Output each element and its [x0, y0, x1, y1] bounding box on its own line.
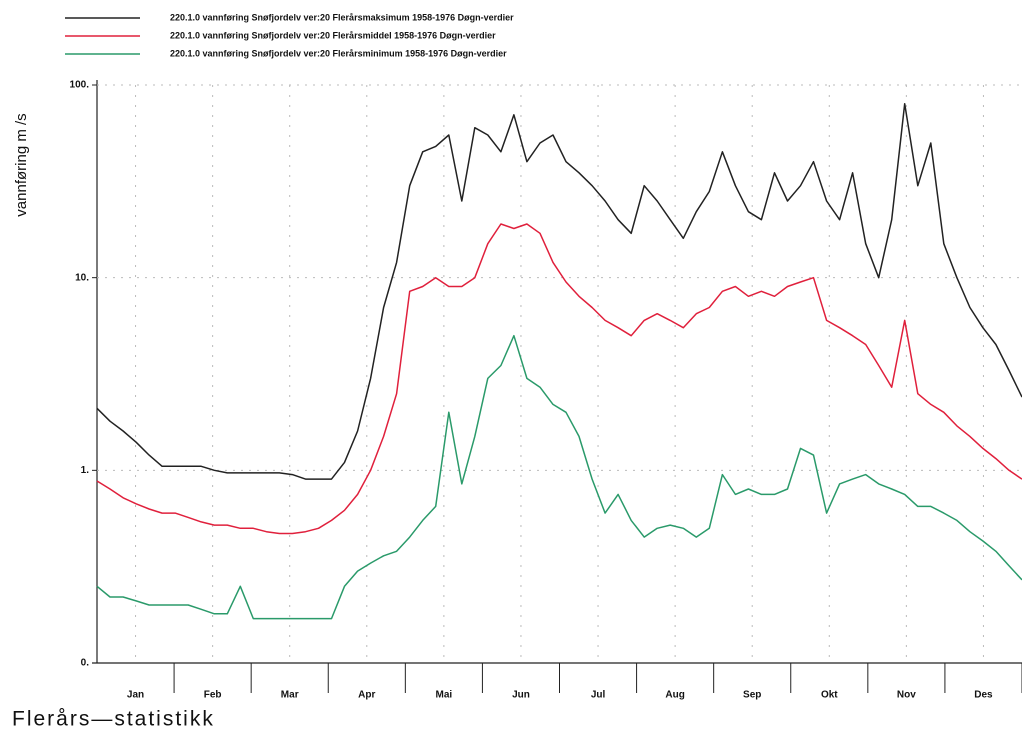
- x-tick-label: Feb: [204, 690, 222, 701]
- x-tick-label: Mar: [281, 690, 299, 701]
- x-tick-label: Apr: [358, 690, 375, 701]
- legend-label: 220.1.0 vannføring Snøfjordelv ver:20 Fl…: [170, 48, 507, 58]
- x-tick-label: Jan: [127, 690, 144, 701]
- x-tick-label: Aug: [665, 690, 684, 701]
- y-tick-label: 0.: [81, 658, 90, 669]
- y-tick-label: 100.: [70, 80, 90, 91]
- y-axis-label: vannføring m /s: [13, 113, 30, 216]
- x-tick-label: Okt: [821, 690, 838, 701]
- legend-label: 220.1.0 vannføring Snøfjordelv ver:20 Fl…: [170, 12, 514, 22]
- series-line: [96, 223, 1022, 535]
- y-tick-label: 10.: [75, 272, 89, 283]
- y-tick-label: 1.: [81, 465, 90, 476]
- series-line: [96, 334, 1022, 620]
- x-tick-label: Jun: [512, 690, 530, 701]
- x-tick-label: Mai: [436, 690, 453, 701]
- series-line: [96, 102, 1022, 480]
- x-tick-label: Jul: [591, 690, 606, 701]
- x-tick-label: Nov: [897, 690, 916, 701]
- footer: Flerårs—statistikk: [12, 708, 215, 731]
- x-tick-label: Des: [974, 690, 993, 701]
- legend-label: 220.1.0 vannføring Snøfjordelv ver:20 Fl…: [170, 30, 496, 40]
- x-tick-label: Sep: [743, 690, 761, 701]
